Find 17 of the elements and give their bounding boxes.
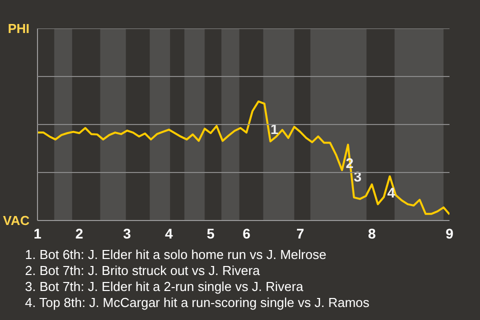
text: 3. Bot 7th: J. Elder hit a 2-run single vs J. Rivera xyxy=(25,279,304,294)
x-tick-label: 3 xyxy=(123,226,132,242)
x-tick-label: 8 xyxy=(368,226,376,242)
x-tick-label: 4 xyxy=(164,226,173,242)
x-tick-label: 6 xyxy=(242,226,251,242)
annotation: 4 xyxy=(387,184,396,201)
text: 2. Bot 7th: J. Brito struck out vs J. Rivera xyxy=(25,263,260,278)
annotation: 1 xyxy=(270,121,278,138)
text: VAC xyxy=(3,213,30,228)
x-tick-label: 7 xyxy=(296,226,304,242)
x-tick-label: 1 xyxy=(34,226,42,242)
text: PHI xyxy=(8,21,30,36)
text: 4. Top 8th: J. McCargar hit a run-scoring single vs J. Ramos xyxy=(25,295,370,310)
x-tick-label: 9 xyxy=(446,226,454,242)
x-tick-label: 2 xyxy=(75,226,84,242)
x-tick-label: 5 xyxy=(206,226,215,242)
text: 1. Bot 6th: J. Elder hit a solo home run vs J. Melrose xyxy=(25,247,326,262)
